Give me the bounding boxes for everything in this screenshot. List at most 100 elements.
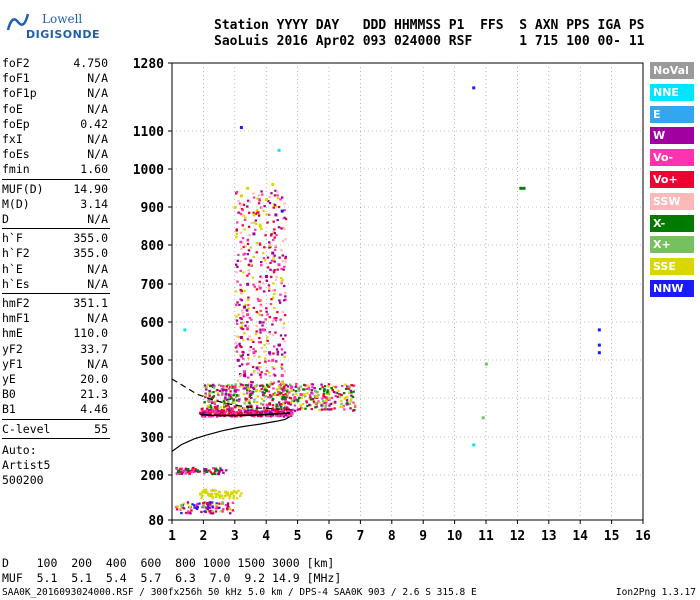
echo-pixel bbox=[284, 260, 287, 263]
echo-pixel bbox=[327, 390, 331, 394]
echo-pixel bbox=[235, 190, 239, 194]
data-point-x- bbox=[522, 186, 526, 190]
echo-pixel bbox=[327, 392, 331, 396]
x-tick-label: 11 bbox=[478, 529, 494, 544]
echo-pixel bbox=[243, 408, 246, 411]
echo-pixel bbox=[245, 389, 249, 392]
echo-pixel bbox=[271, 366, 274, 369]
param-value: N/A bbox=[87, 276, 108, 291]
echo-pixel bbox=[243, 387, 247, 390]
echo-pixel bbox=[222, 385, 225, 388]
echo-pixel bbox=[188, 470, 191, 473]
echo-pixel bbox=[248, 200, 252, 203]
echo-pixel bbox=[213, 472, 216, 476]
echo-pixel bbox=[247, 299, 250, 302]
echo-pixel bbox=[247, 362, 250, 365]
param-row: C-level 55 bbox=[2, 422, 108, 437]
echo-pixel bbox=[273, 236, 276, 239]
echo-pixel bbox=[293, 404, 297, 407]
echo-pixel bbox=[182, 507, 185, 510]
echo-pixel bbox=[226, 507, 229, 510]
echo-pixel bbox=[309, 398, 313, 401]
echo-pixel bbox=[311, 392, 314, 395]
echo-pixel bbox=[245, 392, 249, 395]
echo-pixel bbox=[222, 497, 225, 500]
echo-pixel bbox=[259, 303, 263, 306]
echo-pixel bbox=[313, 389, 317, 393]
echo-pixel bbox=[212, 383, 215, 386]
echo-pixel bbox=[316, 390, 319, 394]
echo-pixel bbox=[215, 503, 218, 507]
echo-pixel bbox=[308, 394, 312, 397]
echo-pixel bbox=[283, 227, 286, 230]
echo-pixel bbox=[252, 400, 256, 404]
echo-pixel bbox=[255, 222, 258, 226]
data-point-vo- bbox=[293, 396, 297, 400]
data-point-w bbox=[277, 343, 281, 347]
echo-pixel bbox=[264, 411, 268, 414]
echo-pixel bbox=[224, 396, 227, 399]
echo-pixel bbox=[234, 303, 238, 306]
echo-pixel bbox=[270, 259, 274, 262]
param-separator bbox=[2, 293, 110, 294]
echo-pixel bbox=[317, 400, 320, 403]
echo-pixel bbox=[280, 281, 283, 284]
echo-pixel bbox=[236, 265, 239, 268]
echo-pixel bbox=[175, 467, 178, 471]
echo-pixel bbox=[283, 284, 286, 288]
echo-pixel bbox=[256, 297, 260, 300]
echo-pixel bbox=[235, 415, 238, 418]
echo-pixel bbox=[259, 275, 262, 278]
echo-pixel bbox=[223, 412, 226, 415]
echo-pixel bbox=[226, 491, 230, 494]
echo-pixel bbox=[202, 490, 206, 494]
echo-pixel bbox=[269, 383, 272, 386]
echo-pixel bbox=[190, 509, 193, 512]
param-name: yF2 bbox=[2, 341, 23, 356]
param-row: h`F2 355.0 bbox=[2, 246, 108, 261]
echo-pixel bbox=[240, 247, 243, 250]
echo-pixel bbox=[338, 393, 341, 396]
echo-pixel bbox=[258, 411, 262, 414]
echo-pixel bbox=[234, 290, 238, 293]
echo-pixel bbox=[297, 396, 301, 399]
echo-pixel bbox=[222, 400, 226, 403]
echo-pixel bbox=[240, 492, 243, 495]
echo-pixel bbox=[229, 413, 232, 416]
y-tick-label: 500 bbox=[141, 354, 165, 369]
echo-pixel bbox=[331, 389, 335, 392]
echo-pixel bbox=[253, 285, 256, 288]
echo-pixel bbox=[269, 261, 272, 265]
echo-pixel bbox=[237, 400, 241, 403]
echo-pixel bbox=[244, 324, 247, 327]
echo-pixel bbox=[306, 387, 309, 390]
x-tick-label: 5 bbox=[294, 529, 302, 544]
echo-pixel bbox=[349, 389, 353, 392]
data-point-sse bbox=[258, 224, 262, 228]
echo-pixel bbox=[230, 397, 233, 400]
echo-pixel bbox=[268, 374, 272, 377]
echo-pixel bbox=[317, 393, 320, 397]
echo-pixel bbox=[229, 512, 232, 515]
echo-pixel bbox=[340, 384, 344, 388]
data-point-w bbox=[255, 366, 259, 370]
echo-pixel bbox=[240, 327, 243, 330]
echo-pixel bbox=[276, 409, 280, 412]
echo-pixel bbox=[215, 495, 218, 498]
echo-pixel bbox=[273, 228, 276, 231]
echo-pixel bbox=[206, 407, 209, 410]
echo-pixel bbox=[242, 351, 245, 354]
data-point-x- bbox=[296, 398, 300, 402]
echo-pixel bbox=[254, 350, 257, 353]
echo-pixel bbox=[268, 195, 271, 198]
echo-pixel bbox=[279, 405, 283, 408]
echo-pixel bbox=[260, 346, 264, 350]
echo-pixel bbox=[321, 386, 324, 389]
echo-pixel bbox=[246, 274, 249, 277]
echo-pixel bbox=[276, 353, 279, 356]
echo-pixel bbox=[270, 298, 273, 301]
echo-pixel bbox=[274, 331, 277, 334]
echo-pixel bbox=[232, 496, 235, 499]
echo-pixel bbox=[206, 383, 210, 386]
echo-pixel bbox=[274, 319, 278, 322]
